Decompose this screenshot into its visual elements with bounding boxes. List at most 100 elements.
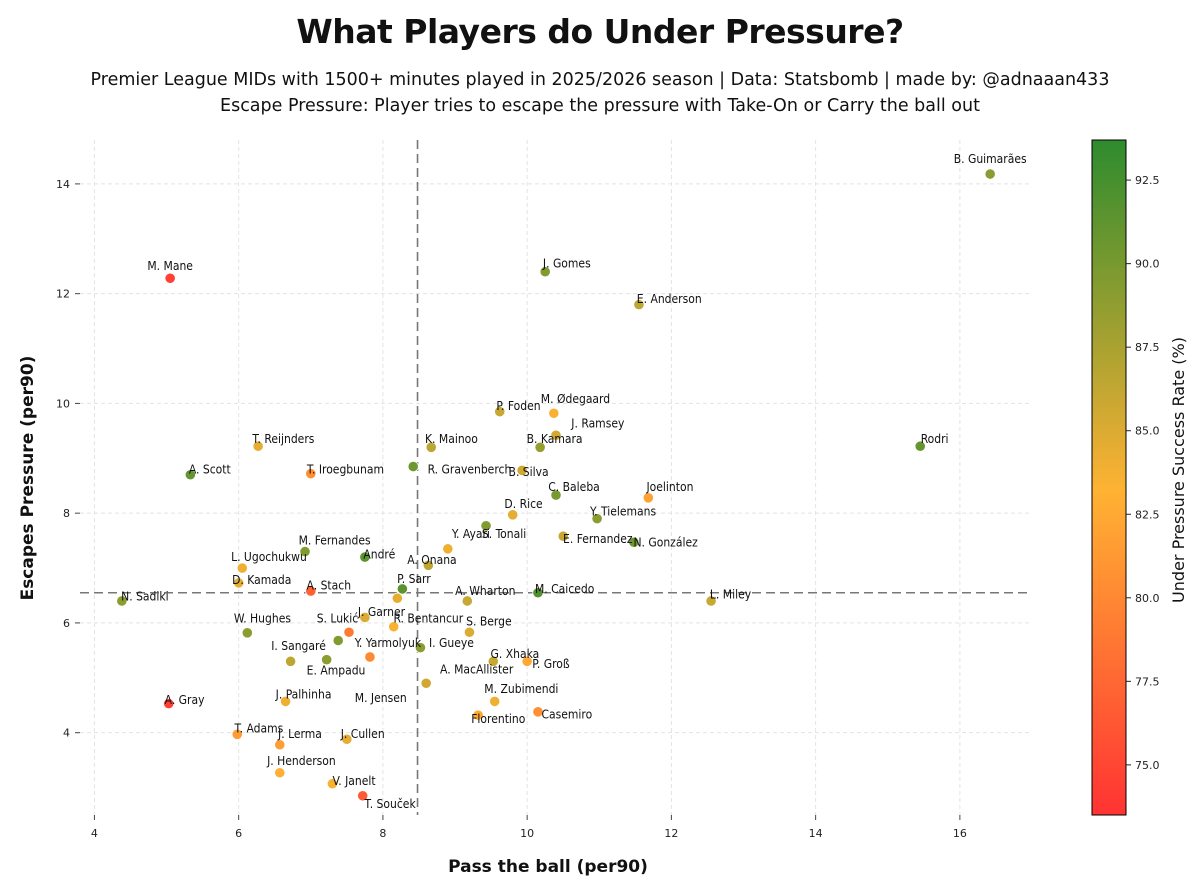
- data-point: [274, 767, 286, 779]
- data-point: [284, 655, 297, 667]
- point-label: J. Palhinha: [275, 687, 332, 701]
- data-point: [472, 709, 484, 721]
- data-points: [116, 168, 996, 802]
- data-point: [425, 441, 437, 453]
- point-labels: B. Guimarães M. Mane J. Gomes E. Anderson P.…: [121, 152, 1027, 811]
- point-label: L. Ugochukwu: [231, 550, 307, 564]
- data-point: [279, 695, 292, 708]
- point-label: J. Ramsey: [570, 417, 625, 431]
- data-point: [534, 441, 546, 453]
- colorbar-tick-label: 75.0: [1135, 759, 1160, 772]
- data-point: [420, 677, 432, 689]
- reference-lines: [80, 140, 1032, 815]
- data-point: [391, 592, 403, 604]
- x-axis-label: Pass the ball (per90): [448, 857, 648, 877]
- data-point: [359, 551, 371, 563]
- point-label: K. Mainoo: [425, 432, 478, 446]
- point-label: R. Gravenberch: [428, 462, 512, 476]
- point-label: D. Kamada: [232, 573, 291, 587]
- point-label: I. Sangaré: [271, 639, 326, 653]
- data-point: [532, 706, 544, 718]
- data-point: [507, 509, 519, 521]
- colorbar-tick-label: 92.5: [1135, 174, 1160, 187]
- y-tick-label: 6: [63, 617, 70, 630]
- point-label: P. Sarr: [397, 572, 431, 586]
- point-label: P. Groß: [532, 657, 570, 671]
- point-label: A. Gray: [165, 693, 205, 707]
- data-point: [231, 728, 243, 740]
- data-point: [487, 655, 499, 667]
- point-label: E. Ampadu: [307, 664, 366, 678]
- point-label: M. Zubimendi: [484, 682, 558, 696]
- data-point: [388, 621, 400, 633]
- point-label: B. Guimarães: [954, 152, 1027, 166]
- data-point: [548, 407, 560, 419]
- point-label: J. Lerma: [277, 727, 322, 741]
- point-label: Rodri: [921, 432, 949, 446]
- data-point: [343, 626, 355, 638]
- point-label: M. Jensen: [355, 691, 407, 705]
- point-label: T. Reijnders: [251, 432, 314, 446]
- point-label: G. Xhaka: [491, 647, 540, 661]
- point-label: D. Rice: [504, 497, 543, 511]
- point-label: Casemiro: [541, 708, 592, 722]
- point-label: C. Baleba: [548, 480, 600, 494]
- point-label: M. Fernandes: [299, 534, 371, 548]
- axes: 4 6 8 10 12 14 16 4 6 8 10 12 14: [56, 178, 967, 840]
- point-label: P. Foden: [496, 399, 540, 413]
- point-label: Y. Tielemans: [589, 505, 657, 519]
- data-point: [236, 562, 248, 574]
- point-label: A. Wharton: [455, 584, 515, 598]
- data-point: [532, 587, 544, 599]
- data-point: [642, 492, 654, 504]
- point-label: A. MacAllister: [440, 663, 514, 677]
- data-point: [332, 634, 344, 647]
- y-tick-label: 12: [56, 288, 70, 301]
- point-label: A. Onana: [407, 553, 456, 567]
- x-tick-label: 16: [953, 827, 967, 840]
- x-tick-label: 8: [379, 827, 386, 840]
- data-point: [414, 642, 427, 654]
- data-point: [557, 530, 569, 542]
- data-point: [396, 583, 408, 595]
- point-label: J. Garner: [357, 605, 406, 619]
- colorbar-tick-label: 77.5: [1135, 675, 1160, 688]
- x-tick-label: 4: [91, 827, 98, 840]
- data-point: [705, 595, 717, 607]
- data-point: [633, 299, 645, 311]
- chart-subtitle-line-2: Escape Pressure: Player tries to escape …: [220, 96, 980, 116]
- point-label: B. Kamara: [527, 432, 583, 446]
- point-label: E. Anderson: [637, 292, 702, 306]
- data-point: [489, 695, 501, 708]
- y-tick-label: 10: [56, 397, 70, 410]
- colorbar-label: Under Pressure Success Rate (%): [1169, 337, 1188, 603]
- point-label: M. Caicedo: [535, 582, 595, 596]
- data-point: [480, 520, 492, 532]
- data-point: [521, 655, 533, 667]
- grid-lines: [80, 140, 1032, 815]
- chart-title: What Players do Under Pressure?: [296, 12, 904, 51]
- y-tick-label: 14: [56, 178, 70, 191]
- point-label: L. Miley: [710, 587, 752, 601]
- point-label: S. Tonali: [482, 527, 526, 541]
- y-tick-label: 8: [63, 507, 70, 520]
- data-point: [252, 440, 264, 452]
- data-point: [516, 464, 528, 476]
- data-point: [116, 595, 128, 607]
- data-point: [591, 513, 603, 525]
- data-point: [321, 654, 333, 666]
- x-tick-label: 10: [520, 827, 534, 840]
- x-tick-label: 6: [235, 827, 242, 840]
- data-point: [442, 543, 454, 555]
- data-point: [422, 559, 434, 571]
- data-point: [550, 489, 562, 501]
- point-label: S. Lukić: [317, 612, 359, 626]
- colorbar-tick-label: 82.5: [1135, 508, 1160, 521]
- colorbar-gradient: [1091, 139, 1127, 816]
- point-label: M. Ødegaard: [541, 392, 610, 406]
- data-point: [914, 440, 926, 452]
- data-point: [364, 651, 376, 663]
- point-label: M. Mane: [147, 259, 193, 273]
- x-tick-label: 14: [809, 827, 823, 840]
